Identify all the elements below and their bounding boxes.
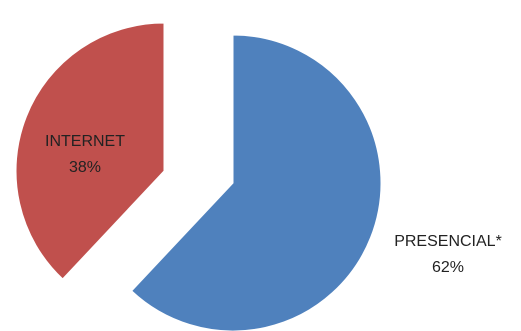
pie-slices — [15, 22, 382, 331]
slice-label-percent: 62% — [432, 259, 464, 276]
pie-slice-internet — [15, 22, 165, 280]
pie-labels: PRESENCIAL* 62% INTERNET 38% — [45, 133, 502, 276]
slice-label-percent: 38% — [69, 159, 101, 176]
slice-label-category: INTERNET — [45, 133, 125, 150]
slice-label-category: PRESENCIAL* — [394, 233, 502, 250]
pie-slice-presencial — [130, 34, 382, 331]
